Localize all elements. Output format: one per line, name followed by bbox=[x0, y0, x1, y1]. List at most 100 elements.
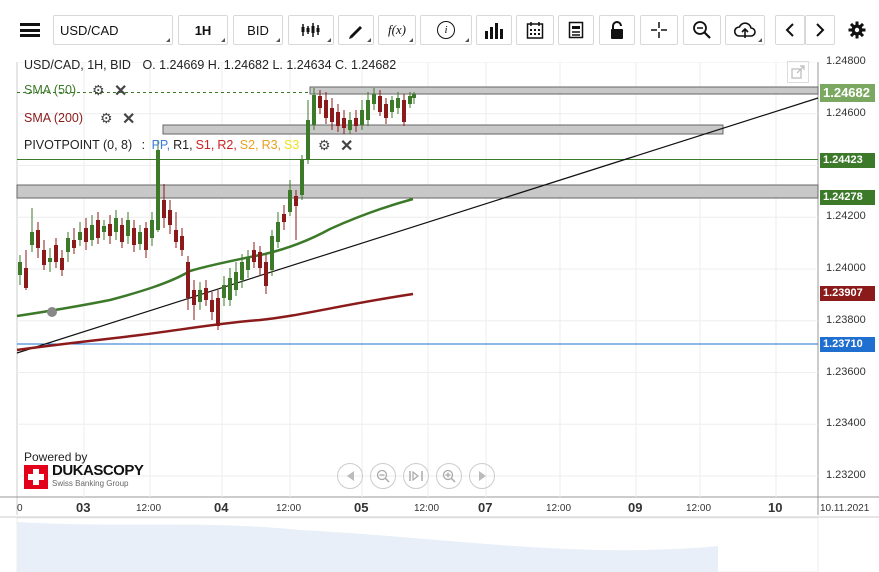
time-axis-label: 12:00 bbox=[686, 503, 712, 514]
pivot-close-icon[interactable]: ✕ bbox=[340, 138, 354, 155]
candle-body bbox=[390, 100, 394, 112]
scroll-left-button[interactable] bbox=[775, 15, 805, 45]
trend-line bbox=[16, 97, 819, 354]
report-button[interactable] bbox=[558, 15, 594, 45]
draw-tools-button[interactable] bbox=[338, 15, 374, 45]
candle-body bbox=[258, 252, 262, 268]
lock-button[interactable] bbox=[599, 15, 635, 45]
candle-body bbox=[90, 225, 94, 240]
candle-body bbox=[264, 262, 268, 286]
candle-body bbox=[288, 190, 292, 212]
price-side-label: BID bbox=[247, 22, 269, 38]
pivot-levels: PP, R1, S1, R2, S2, R3, S3 bbox=[149, 138, 300, 152]
candle-body bbox=[396, 98, 400, 108]
pivot-level-pp: PP, bbox=[151, 138, 171, 152]
candle-body bbox=[72, 240, 76, 248]
candle-body bbox=[216, 298, 220, 326]
calendar-button[interactable] bbox=[516, 15, 554, 45]
candle-body bbox=[222, 285, 226, 298]
sma50-settings-gear-icon[interactable]: ⚙ bbox=[92, 82, 105, 98]
time-axis-label: 03 bbox=[76, 500, 91, 515]
candle-body bbox=[156, 150, 160, 230]
candle-body bbox=[318, 96, 322, 108]
time-axis-label: 10 bbox=[768, 500, 783, 515]
candle-body bbox=[126, 220, 130, 236]
time-axis-label: 04 bbox=[214, 500, 229, 515]
candle-body bbox=[150, 220, 154, 238]
time-axis-label: 12:00 bbox=[276, 503, 302, 514]
symbol-selector[interactable]: USD/CAD bbox=[53, 15, 173, 45]
timeframe-selector[interactable]: 1H bbox=[178, 15, 228, 45]
candle-body bbox=[354, 118, 358, 126]
pencil-icon bbox=[349, 26, 362, 39]
time-axis-label: 12:00 bbox=[546, 503, 572, 514]
time-axis-label: 05 bbox=[354, 500, 369, 515]
chart-nav-controls bbox=[337, 463, 495, 489]
price-zone bbox=[309, 86, 819, 95]
candle-body bbox=[408, 96, 412, 104]
sma50-close-icon[interactable]: ✕ bbox=[114, 83, 128, 100]
price-level-tag: 1.23907 bbox=[820, 286, 875, 302]
candle-body bbox=[120, 225, 124, 242]
ohlc-high: H. 1.24682 bbox=[207, 58, 269, 72]
pivot-level-r3: R3, bbox=[261, 138, 282, 152]
candle-body bbox=[342, 118, 346, 128]
candle-body bbox=[78, 232, 82, 240]
ohlc-low: L. 1.24634 bbox=[272, 58, 332, 72]
chart-type-button[interactable] bbox=[288, 15, 334, 45]
pivot-anchor-icon bbox=[47, 307, 57, 317]
sma200-label: SMA (200) bbox=[24, 111, 84, 125]
price-side-selector[interactable]: BID bbox=[233, 15, 283, 45]
zoom-out-button[interactable] bbox=[370, 463, 396, 489]
candle-body bbox=[372, 94, 376, 104]
pivot-settings-gear-icon[interactable]: ⚙ bbox=[318, 137, 331, 153]
zoom-in-button[interactable] bbox=[436, 463, 462, 489]
candle-body bbox=[66, 238, 70, 252]
chart-toolbar: USD/CAD 1H BID f(x) i bbox=[0, 0, 879, 62]
candle-body bbox=[42, 250, 46, 265]
candle-body bbox=[324, 100, 328, 118]
nav-back-button[interactable] bbox=[337, 463, 363, 489]
price-tick-label: 1.24600 bbox=[826, 106, 866, 119]
candle-body bbox=[114, 218, 118, 232]
triangle-right-icon bbox=[478, 471, 486, 481]
volume-button[interactable] bbox=[476, 15, 512, 45]
price-level-tag: 1.24278 bbox=[820, 190, 875, 206]
menu-button[interactable] bbox=[12, 15, 48, 45]
candle-body bbox=[360, 110, 364, 125]
timeframe-label: 1H bbox=[194, 22, 212, 38]
pivot-label: PIVOTPOINT (0, 8) bbox=[24, 138, 133, 152]
pivot-separator: : bbox=[141, 138, 146, 152]
indicators-button[interactable]: f(x) bbox=[378, 15, 416, 45]
zoom-in-icon bbox=[442, 469, 456, 483]
gear-icon bbox=[848, 21, 866, 39]
settings-button[interactable] bbox=[842, 15, 872, 45]
triangle-left-icon bbox=[346, 471, 354, 481]
symbol-label: USD/CAD bbox=[60, 22, 119, 38]
cloud-save-button[interactable] bbox=[725, 15, 765, 45]
navigator-frame bbox=[16, 517, 819, 572]
info-icon: i bbox=[437, 21, 455, 39]
sma200-line bbox=[16, 292, 414, 352]
candle-body bbox=[174, 230, 178, 242]
scroll-right-button[interactable] bbox=[805, 15, 835, 45]
candle-body bbox=[54, 245, 58, 262]
info-button[interactable]: i bbox=[420, 15, 472, 45]
time-axis-label: 09 bbox=[628, 500, 643, 515]
candle-body bbox=[210, 300, 214, 312]
nav-forward-button[interactable] bbox=[469, 463, 495, 489]
chevron-right-icon bbox=[816, 23, 825, 37]
candle-body bbox=[402, 100, 406, 122]
sma200-settings-gear-icon[interactable]: ⚙ bbox=[100, 110, 113, 126]
zoom-button[interactable] bbox=[683, 15, 721, 45]
hamburger-icon bbox=[20, 23, 40, 37]
sma200-close-icon[interactable]: ✕ bbox=[122, 111, 136, 128]
candle-body bbox=[198, 290, 202, 302]
popout-button[interactable] bbox=[787, 61, 809, 83]
crosshair-button[interactable] bbox=[640, 15, 678, 45]
time-axis-label: 12:00 bbox=[136, 503, 162, 514]
candle-body bbox=[36, 230, 40, 248]
candle-body bbox=[312, 95, 316, 125]
reset-zoom-button[interactable] bbox=[403, 463, 429, 489]
